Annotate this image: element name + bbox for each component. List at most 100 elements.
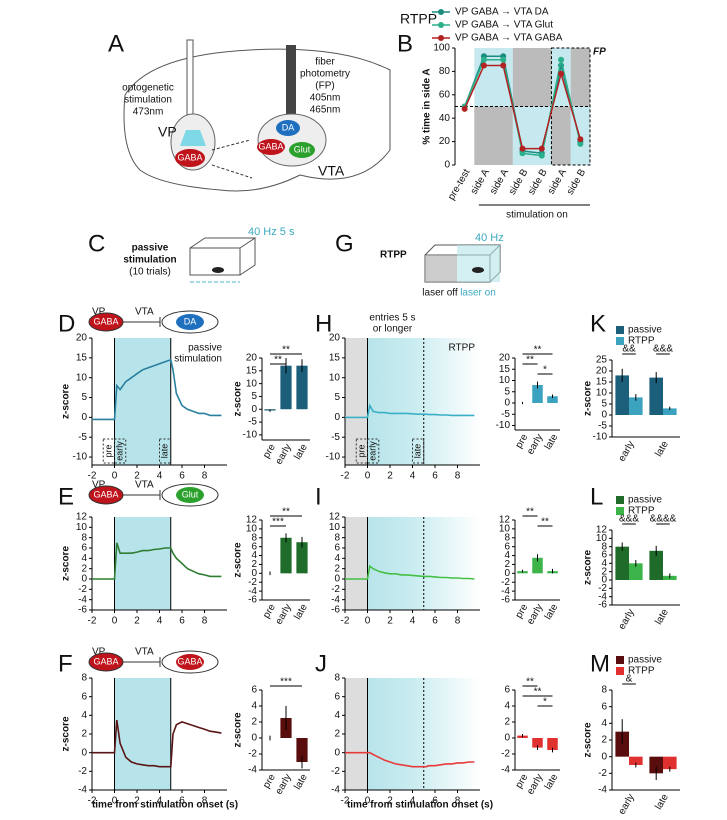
y-tick-label: 5 [334,392,340,403]
x-tick-label: early [525,602,545,626]
annotation: entries 5 s [369,313,415,324]
panel-letter: M [590,650,610,677]
y-tick-label: 4 [601,558,607,569]
y-tick-label: -6 [78,605,87,616]
y-tick-label: 20 [439,136,451,147]
y-tick-label: 10 [596,388,608,399]
y-tick-label: 5 [601,399,607,410]
y-tick-label: 0 [81,574,87,585]
x-tick-label: -2 [341,471,350,482]
y-tick-label: -10 [326,452,341,463]
y-tick-label: 15 [329,352,341,363]
y-axis-label: z-score [583,722,594,757]
y-tick-label: -2 [78,584,87,595]
y-tick-label: 2 [251,717,257,728]
sig-label: &&&& [650,514,677,525]
x-axis-label: stimulation on [506,210,568,221]
point [558,70,565,77]
point [500,56,507,63]
legend-label: passive [628,325,662,336]
sig-label: *** [272,517,284,528]
y-tick-label: -4 [248,586,257,597]
panel-letter: L [590,483,603,510]
target-cell [176,654,204,670]
brain-outline [123,48,391,192]
bg [570,48,590,107]
x-tick-label: 0 [112,616,118,627]
x-tick-label: late [653,439,671,459]
x-tick-label: early [274,772,294,796]
y-tick-label: 6 [334,543,340,554]
y-tick-label: 0 [251,733,257,744]
trace [345,403,475,419]
y-tick-label: -10 [593,432,608,443]
label: Glut [182,489,199,499]
x-tick-label: late [543,772,561,792]
legend-label: VP GABA → VTA GABA [455,33,563,44]
y-tick-label: 4 [81,710,87,721]
y-tick-label: 12 [596,525,608,536]
label: VP [92,307,106,318]
label: laser on [460,288,496,299]
projection [211,164,253,179]
legend-swatch [438,9,444,15]
y-tick-label: -10 [243,430,258,441]
label: (FP) [315,81,334,92]
y-tick-label: 8 [251,532,257,543]
x-tick-label: 2 [134,471,140,482]
y-tick-label: -4 [501,765,510,776]
x-tick-label: early [525,772,545,796]
y-tick-label: -4 [78,785,87,796]
x-tick-label: 2 [387,616,393,627]
x-tick-label: 8 [202,471,208,482]
window-box [114,438,127,464]
y-tick-label: 10 [499,524,511,535]
sig-label: ** [526,677,534,688]
y-tick-label: 2 [504,559,510,570]
x-tick-label: 2 [387,471,393,482]
y-axis-label: z-score [61,384,72,419]
x-tick-label: 0 [365,471,371,482]
y-tick-label: 10 [329,522,341,533]
bar [649,377,663,415]
panel-letter: C [88,230,105,257]
y-tick-label: -5 [331,432,340,443]
y-tick-label: 2 [81,563,87,574]
x-tick-label: 2 [387,796,393,807]
bar [280,537,292,574]
y-tick-label: -2 [248,577,257,588]
x-tick-label: 2 [134,796,140,807]
x-tick-label: early [525,432,545,456]
y-axis-label: z-score [233,542,244,577]
x-tick-label: 6 [179,796,185,807]
x-tick-label: 6 [179,471,185,482]
label: GABA [177,656,202,666]
y-tick-label: 0 [601,751,607,762]
label: 405nm [310,93,341,104]
x-tick-label: 4 [410,796,416,807]
bar [663,756,677,770]
y-tick-label: -2 [501,577,510,588]
sig-label: &&& [653,344,673,355]
y-tick-label: 20 [596,366,608,377]
bar [629,563,643,580]
sig-label: ** [534,687,542,698]
y-tick-label: 10 [499,375,511,386]
y-tick-label: 0 [251,404,257,415]
legend-swatch [616,656,624,664]
bar [615,375,629,415]
chart-title: RTPP [400,11,437,27]
x-tick-label: -2 [88,796,97,807]
y-tick-label: 6 [81,543,87,554]
y-tick-label: 2 [334,563,340,574]
y-tick-label: 2 [334,729,340,740]
label: VP [158,124,177,140]
y-axis-label: z-score [583,550,594,585]
x-tick-label: 0 [365,796,371,807]
label: GABA [93,316,118,326]
label: GABA [93,656,118,666]
x-tick-label: early [274,442,294,466]
label: VTA [135,307,154,318]
label: VP [92,480,106,491]
